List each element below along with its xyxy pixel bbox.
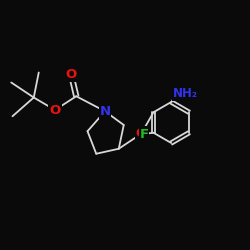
Text: O: O [50,104,61,117]
Text: F: F [140,128,148,140]
Text: O: O [136,127,147,140]
Text: NH₂: NH₂ [172,87,198,100]
Text: O: O [66,68,77,82]
Text: N: N [100,105,110,118]
